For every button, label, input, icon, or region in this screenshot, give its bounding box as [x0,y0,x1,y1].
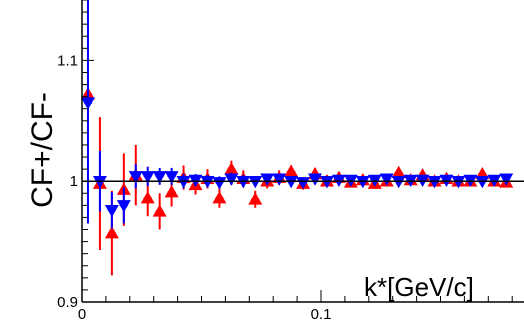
series-triangle-down [80,0,514,229]
data-point-triangle-down [296,177,311,190]
data-point-triangle-down [355,175,370,189]
data-point-triangle-down [92,175,107,189]
y-tick-label: 1 [70,173,78,190]
data-point-triangle-down [475,175,490,189]
data-point-triangle-down [319,175,334,189]
data-point-triangle-up [152,204,167,217]
tick-labels: 0.9 1 1.1 0 0.1 [57,52,331,323]
data-point-triangle-down [176,175,191,189]
y-tick-label: 0.9 [57,294,78,311]
data-point-triangle-up [212,191,227,204]
data-point-triangle-up [104,226,119,239]
data-point-triangle-down [284,175,299,189]
data-point-triangle-down [104,204,119,218]
x-tick-label: 0 [78,306,86,323]
data-point-triangle-down [212,177,227,190]
y-tick-label: 1.1 [57,52,78,69]
axes [81,0,524,303]
data-point-triangle-up [284,164,299,177]
data-point-triangle-down [224,173,239,186]
x-axis-title: k*[GeV/c] [364,272,474,302]
data-point-triangle-down [391,175,406,189]
data-point-triangle-up [391,165,406,178]
data-point-triangle-down [379,173,394,186]
data-point-triangle-down [308,173,323,186]
data-point-triangle-down [80,97,95,110]
data-point-triangle-down [152,171,167,184]
data-point-triangle-down [248,175,263,189]
data-point-triangle-down [499,173,514,186]
y-axis-title: CF+/CF- [26,92,59,208]
data-point-triangle-down [200,175,215,189]
data-point-triangle-up [140,191,155,204]
data-point-triangle-down [272,173,287,186]
data-point-triangle-down [260,173,275,186]
series-layer [80,0,514,276]
data-point-triangle-down [128,171,143,184]
data-point-triangle-down [140,171,155,184]
data-point-triangle-up [164,185,179,198]
data-point-triangle-down [427,175,442,189]
data-point-triangle-down [451,175,466,189]
x-tick-label: 0.1 [311,306,332,323]
data-point-triangle-down [236,175,251,189]
data-point-triangle-down [164,171,179,184]
data-point-triangle-up [248,192,263,205]
data-point-triangle-up [224,162,239,175]
data-point-triangle-down [116,200,131,213]
